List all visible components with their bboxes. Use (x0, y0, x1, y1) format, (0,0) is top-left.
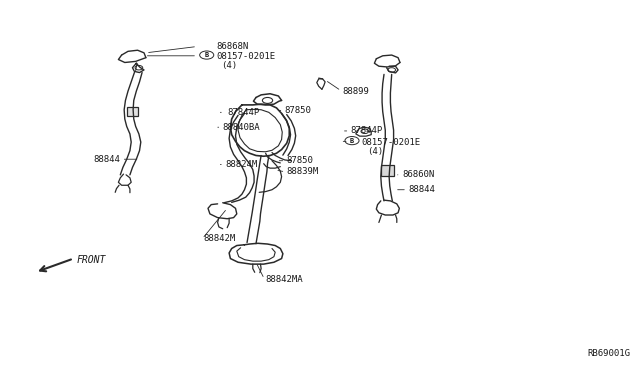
Text: 87850: 87850 (285, 106, 312, 115)
Text: 87844P: 87844P (227, 108, 259, 117)
Text: 88839M: 88839M (287, 167, 319, 176)
Text: 87844P: 87844P (351, 126, 383, 135)
Text: 86860N: 86860N (402, 170, 434, 179)
Text: (4): (4) (221, 61, 237, 70)
Text: 88842M: 88842M (204, 234, 236, 243)
Text: 88844: 88844 (408, 185, 435, 194)
Text: 88840BA: 88840BA (223, 123, 260, 132)
Text: 88824M: 88824M (225, 160, 257, 169)
Text: 08157-0201E: 08157-0201E (362, 138, 420, 147)
Text: (4): (4) (367, 147, 383, 156)
Bar (127, 107, 138, 116)
Text: 87850: 87850 (287, 156, 314, 165)
Bar (381, 165, 394, 176)
Text: 86868N: 86868N (216, 42, 248, 51)
Text: 08157-0201E: 08157-0201E (216, 52, 275, 61)
Text: 88899: 88899 (342, 87, 369, 96)
Text: FRONT: FRONT (77, 256, 106, 265)
Text: B: B (205, 52, 209, 58)
Text: B: B (350, 138, 354, 144)
Text: RB69001G: RB69001G (588, 349, 630, 358)
Text: 88844: 88844 (93, 155, 120, 164)
Text: 88842MA: 88842MA (266, 275, 303, 283)
